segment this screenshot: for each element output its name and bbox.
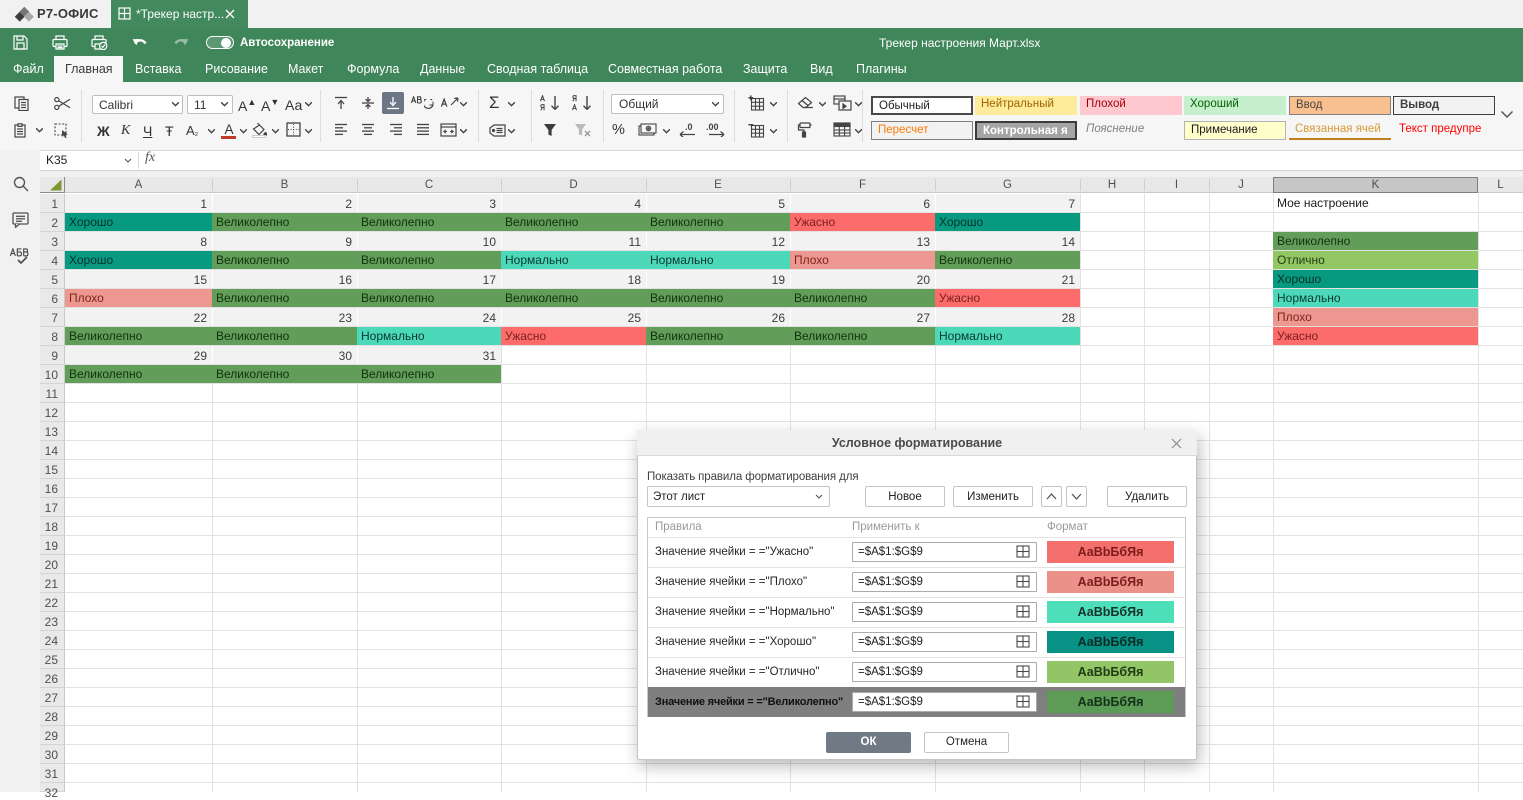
svg-text:.00: .00 — [706, 122, 719, 132]
svg-text:.0: .0 — [685, 122, 693, 132]
